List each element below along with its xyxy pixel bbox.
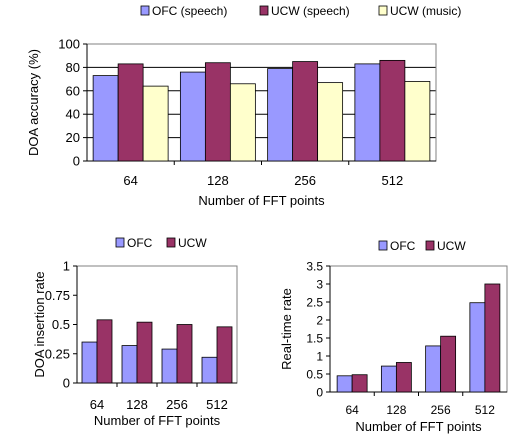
bar bbox=[229, 83, 256, 162]
bar bbox=[379, 59, 406, 162]
y-tick-label: 1.5 bbox=[306, 332, 323, 346]
x-category-label: 64 bbox=[90, 397, 104, 412]
bar bbox=[469, 302, 486, 393]
bar bbox=[380, 365, 397, 393]
legend-swatch bbox=[259, 5, 269, 16]
x-category-label: 256 bbox=[166, 397, 188, 412]
bar bbox=[336, 375, 353, 393]
legend-swatch bbox=[378, 240, 388, 251]
x-category-label: 128 bbox=[126, 397, 148, 412]
y-axis-label: Real-time rate bbox=[279, 288, 294, 370]
bar bbox=[317, 82, 344, 162]
y-tick-label: 60 bbox=[66, 83, 80, 98]
x-axis-label: Number of FFT points bbox=[198, 193, 325, 208]
bar bbox=[179, 71, 206, 162]
y-tick-label: 2 bbox=[316, 314, 323, 328]
legend-label: OFC bbox=[390, 239, 416, 253]
y-tick-label: 0.75 bbox=[45, 288, 70, 303]
y-axis-label: DOA accuracy (%) bbox=[26, 49, 41, 156]
bar bbox=[292, 61, 319, 162]
y-axis-label: DOA insertion rate bbox=[32, 271, 47, 377]
bar bbox=[404, 81, 431, 162]
y-tick-label: 0 bbox=[63, 376, 70, 391]
bar bbox=[484, 283, 501, 393]
bar bbox=[176, 324, 193, 384]
x-axis-label: Number of FFT points bbox=[355, 419, 482, 434]
y-tick-label: 0 bbox=[316, 386, 323, 400]
x-category-label: 128 bbox=[386, 403, 406, 417]
bar bbox=[440, 335, 457, 393]
y-tick-label: 0.5 bbox=[52, 317, 70, 332]
bar bbox=[92, 75, 119, 162]
y-tick-label: 0.5 bbox=[306, 368, 323, 382]
y-tick-label: 2.5 bbox=[306, 296, 323, 310]
legend-label: UCW (music) bbox=[390, 4, 461, 18]
bar bbox=[354, 63, 381, 162]
bar bbox=[136, 321, 153, 384]
y-tick-label: 20 bbox=[66, 130, 80, 145]
legend-swatch bbox=[166, 237, 176, 248]
x-category-label: 256 bbox=[431, 403, 451, 417]
bar bbox=[204, 62, 231, 162]
y-tick-label: 3 bbox=[316, 278, 323, 292]
legend-swatch bbox=[378, 5, 388, 16]
x-category-label: 64 bbox=[123, 173, 137, 188]
bar bbox=[161, 348, 178, 384]
legend-label: OFC bbox=[127, 236, 153, 250]
y-tick-label: 3.5 bbox=[306, 260, 323, 274]
legend-swatch bbox=[140, 5, 150, 16]
bar bbox=[201, 356, 218, 384]
bar bbox=[216, 326, 233, 384]
y-tick-label: 100 bbox=[58, 37, 80, 52]
bar bbox=[395, 362, 412, 393]
y-tick-label: 80 bbox=[66, 60, 80, 75]
y-tick-label: 1 bbox=[316, 350, 323, 364]
legend-label: UCW (speech) bbox=[271, 4, 350, 18]
x-category-label: 512 bbox=[206, 397, 228, 412]
legend-label: OFC (speech) bbox=[152, 4, 227, 18]
x-category-label: 64 bbox=[345, 403, 359, 417]
legend-label: UCW bbox=[178, 236, 207, 250]
bar bbox=[121, 345, 138, 384]
y-tick-label: 40 bbox=[66, 107, 80, 122]
x-category-label: 512 bbox=[475, 403, 495, 417]
legend-swatch bbox=[115, 237, 125, 248]
legend-swatch bbox=[425, 240, 435, 251]
x-category-label: 256 bbox=[294, 173, 316, 188]
bar bbox=[351, 374, 368, 393]
x-category-label: 128 bbox=[207, 173, 229, 188]
bar bbox=[267, 68, 294, 162]
y-tick-label: 0 bbox=[73, 154, 80, 169]
y-tick-label: 0.25 bbox=[45, 346, 70, 361]
legend-label: UCW bbox=[437, 239, 466, 253]
x-category-label: 512 bbox=[382, 173, 404, 188]
bar bbox=[117, 63, 144, 162]
bar bbox=[96, 319, 113, 384]
bar bbox=[142, 85, 169, 162]
y-tick-label: 1 bbox=[63, 259, 70, 274]
x-axis-label: Number of FFT points bbox=[94, 413, 221, 428]
bar bbox=[81, 341, 98, 384]
bar bbox=[425, 345, 442, 393]
